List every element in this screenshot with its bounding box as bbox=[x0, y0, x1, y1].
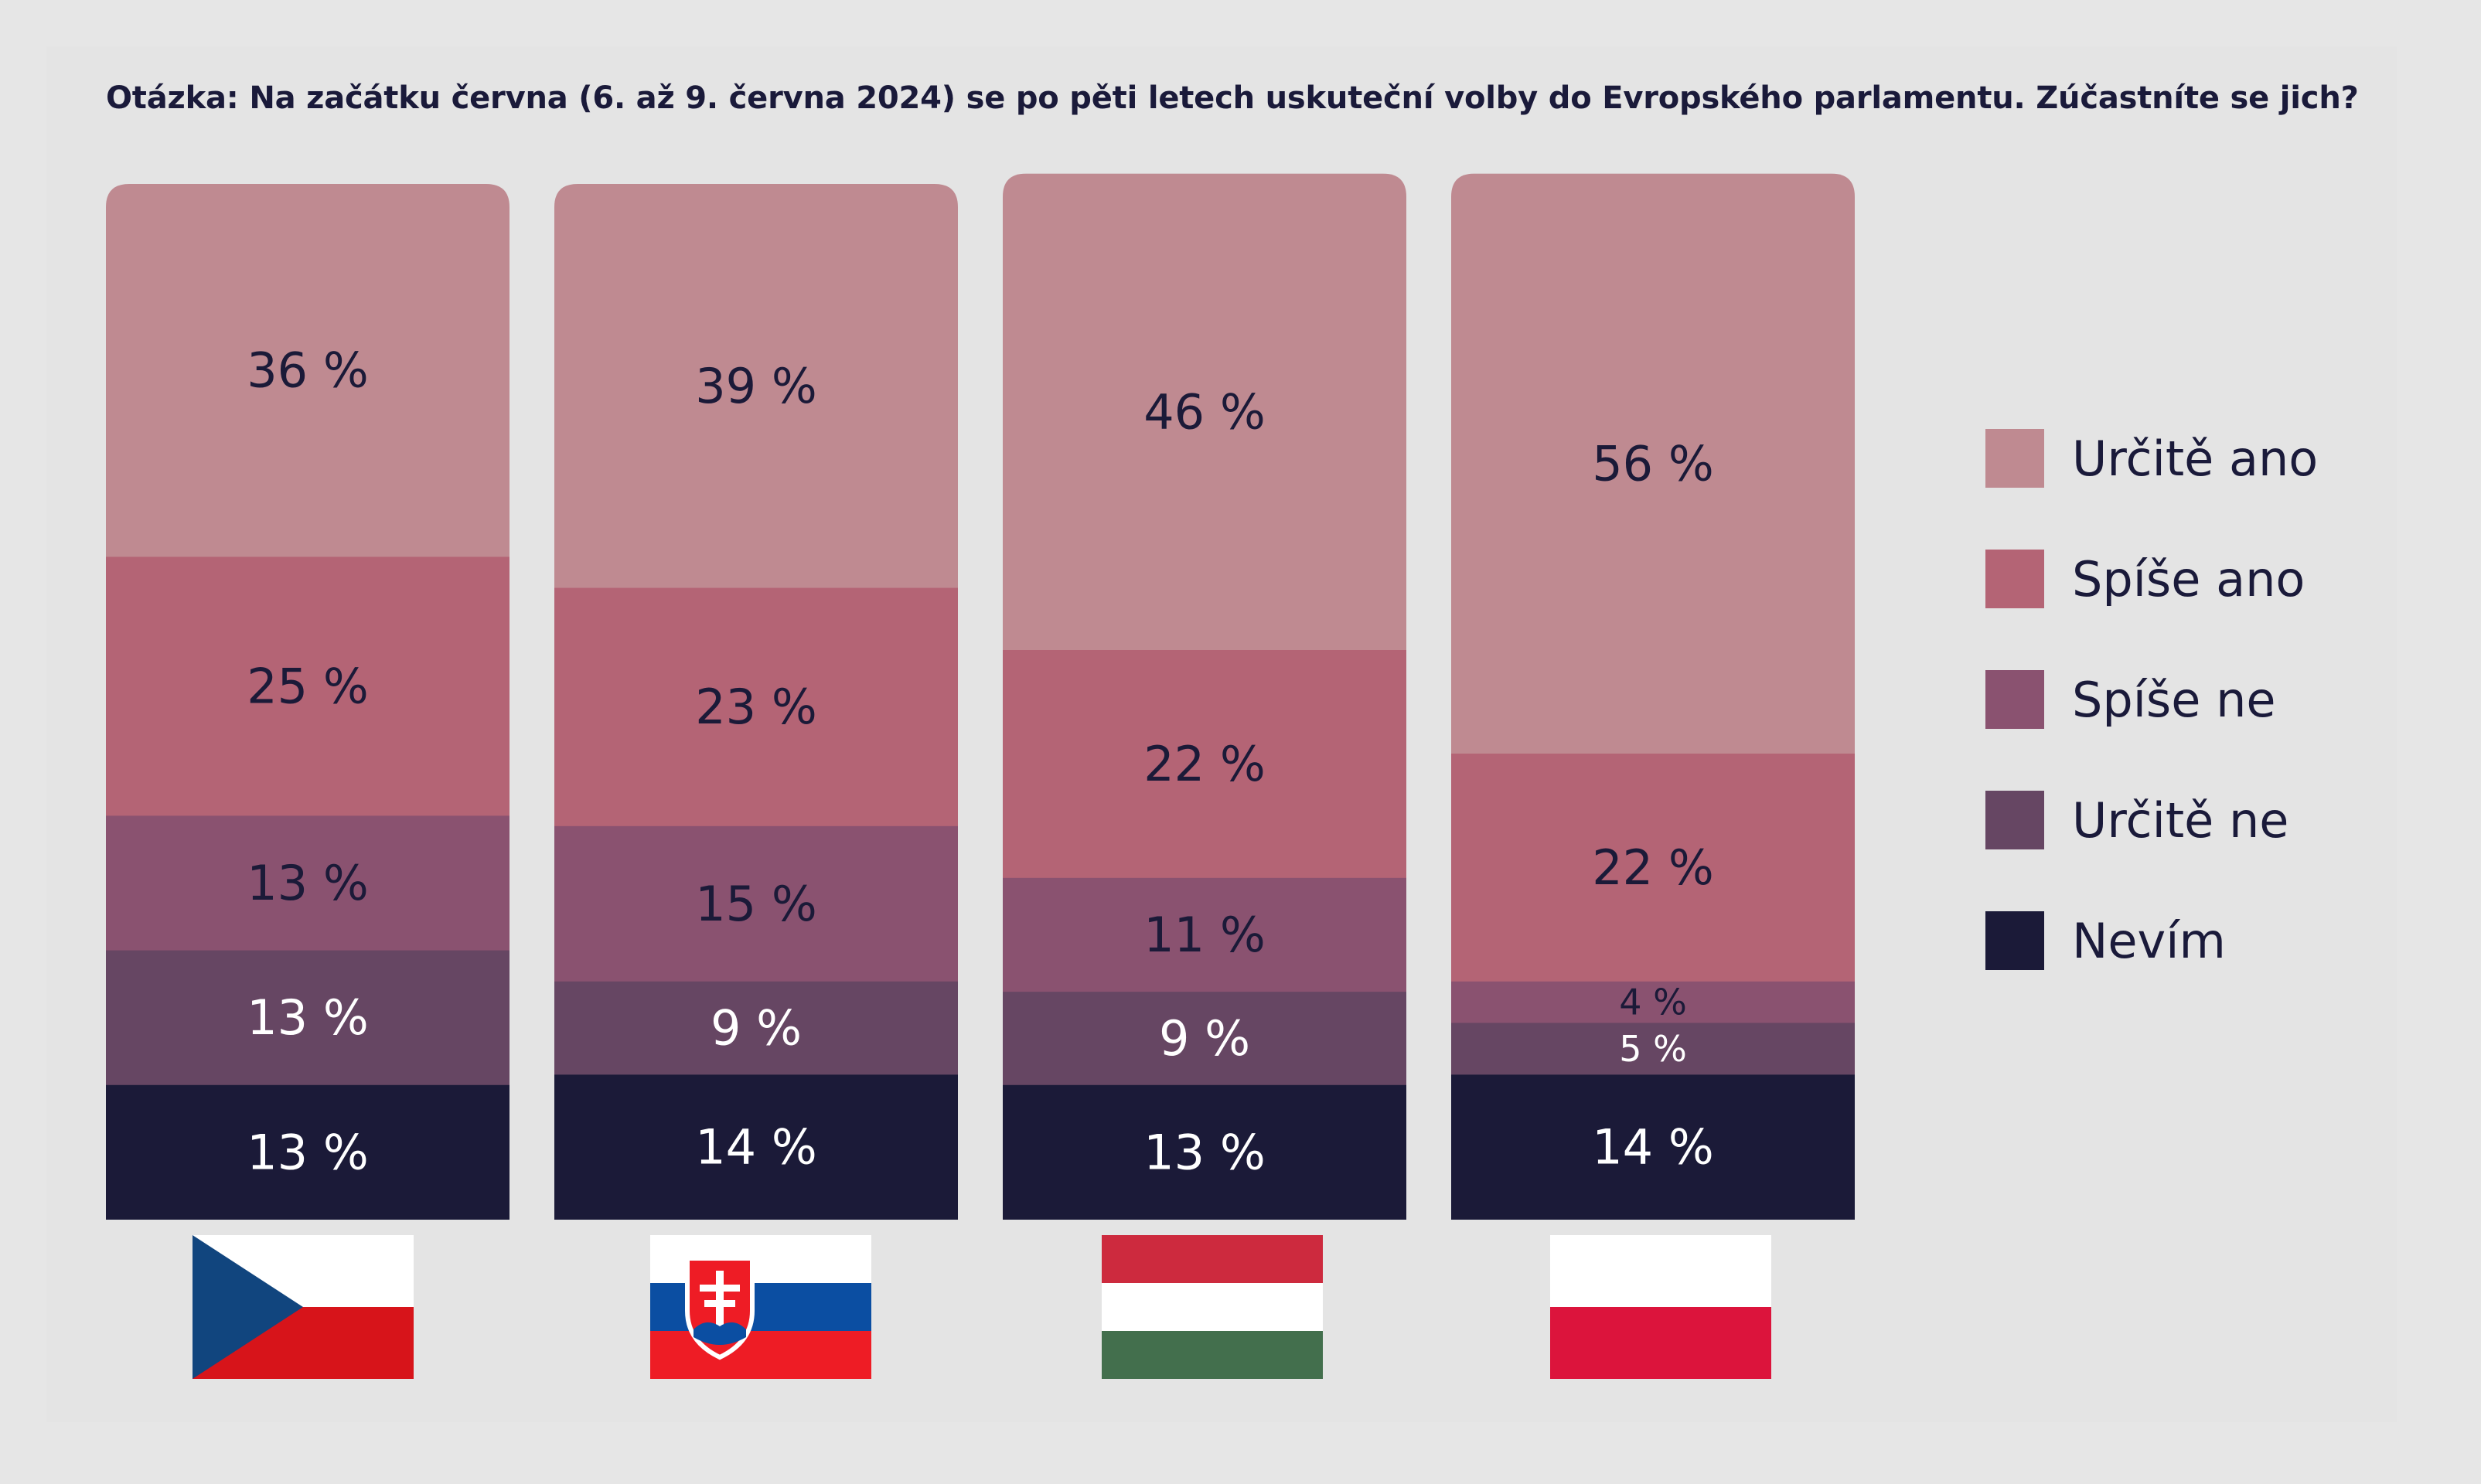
bar-segment bbox=[1003, 173, 1406, 651]
flag-poland-icon bbox=[1550, 1235, 1771, 1379]
bar-segment bbox=[106, 815, 509, 951]
legend-label: Určitě ano bbox=[2072, 430, 2319, 487]
data-label: 15 % bbox=[695, 876, 817, 932]
data-label: 13 % bbox=[1143, 1124, 1266, 1180]
legend-label: Spíše ano bbox=[2072, 550, 2305, 608]
bar-segment bbox=[1003, 992, 1406, 1086]
data-label: 4 % bbox=[1619, 982, 1687, 1023]
bar-segment bbox=[554, 825, 958, 982]
bar-segment bbox=[106, 556, 509, 816]
bar-segment bbox=[106, 950, 509, 1086]
bar-segment bbox=[1451, 754, 1855, 982]
data-label: 56 % bbox=[1592, 435, 1714, 492]
data-label: 11 % bbox=[1143, 907, 1266, 963]
legend-item-spise-ano: Spíše ano bbox=[1985, 550, 2318, 608]
bar-cz bbox=[106, 184, 509, 1220]
data-label: 25 % bbox=[247, 658, 369, 714]
data-label: 5 % bbox=[1619, 1028, 1687, 1070]
legend-item-spise-ne: Spíše ne bbox=[1985, 670, 2318, 729]
bar-segment bbox=[1003, 650, 1406, 879]
bar-segment bbox=[1003, 1084, 1406, 1220]
flag-czech-icon bbox=[193, 1235, 414, 1379]
data-label: 9 % bbox=[1159, 1010, 1250, 1067]
legend-swatch bbox=[1985, 791, 2044, 849]
flags-group bbox=[193, 1235, 1771, 1379]
data-label: 23 % bbox=[695, 679, 817, 735]
legend-swatch bbox=[1985, 670, 2044, 729]
bar-hu bbox=[1003, 173, 1406, 1220]
bar-segment bbox=[106, 184, 509, 557]
bar-segment bbox=[1451, 981, 1855, 1023]
bar-segment bbox=[554, 587, 958, 827]
bar-segment bbox=[1451, 173, 1855, 754]
legend-item-nevim: Nevím bbox=[1985, 911, 2318, 970]
bar-segment bbox=[554, 1074, 958, 1220]
bar-pl bbox=[1451, 173, 1855, 1220]
flag-hungary-icon bbox=[1102, 1235, 1323, 1379]
bar-segment bbox=[554, 184, 958, 589]
legend-swatch bbox=[1985, 550, 2044, 608]
data-label: 22 % bbox=[1592, 839, 1714, 896]
legend-swatch bbox=[1985, 429, 2044, 488]
data-label: 46 % bbox=[1143, 383, 1266, 440]
bar-segment bbox=[106, 1084, 509, 1220]
bar-segment bbox=[1003, 877, 1406, 992]
data-label: 13 % bbox=[247, 855, 369, 911]
data-label: 22 % bbox=[1143, 736, 1266, 792]
legend-label: Spíše ne bbox=[2072, 671, 2276, 728]
data-label: 13 % bbox=[247, 989, 369, 1046]
legend-label: Nevím bbox=[2072, 912, 2226, 969]
data-label: 14 % bbox=[1592, 1119, 1714, 1176]
data-label: 13 % bbox=[247, 1124, 369, 1180]
legend-swatch bbox=[1985, 911, 2044, 970]
data-label: 39 % bbox=[695, 358, 817, 414]
question-title: Otázka: Na začátku června (6. až 9. červ… bbox=[106, 80, 2359, 116]
legend-item-urcite-ne: Určitě ne bbox=[1985, 791, 2318, 849]
data-label: 9 % bbox=[711, 1000, 802, 1057]
bar-segment bbox=[554, 981, 958, 1075]
flag-slovakia-icon bbox=[650, 1235, 871, 1379]
legend: Určitě ano Spíše ano Spíše ne Určitě ne … bbox=[1985, 429, 2318, 1032]
bar-sk bbox=[554, 184, 958, 1220]
bars-group: 36 % 25 % 13 % 13 % 13 % 39 % 23 % 15 % 9 % 14 % 4… bbox=[106, 173, 1855, 1220]
legend-label: Určitě ne bbox=[2072, 791, 2289, 849]
data-label: 14 % bbox=[695, 1119, 817, 1176]
bar-segment bbox=[1451, 1023, 1855, 1075]
bar-segment bbox=[1451, 1074, 1855, 1220]
legend-item-urcite-ano: Určitě ano bbox=[1985, 429, 2318, 488]
data-label: 36 % bbox=[247, 342, 369, 399]
